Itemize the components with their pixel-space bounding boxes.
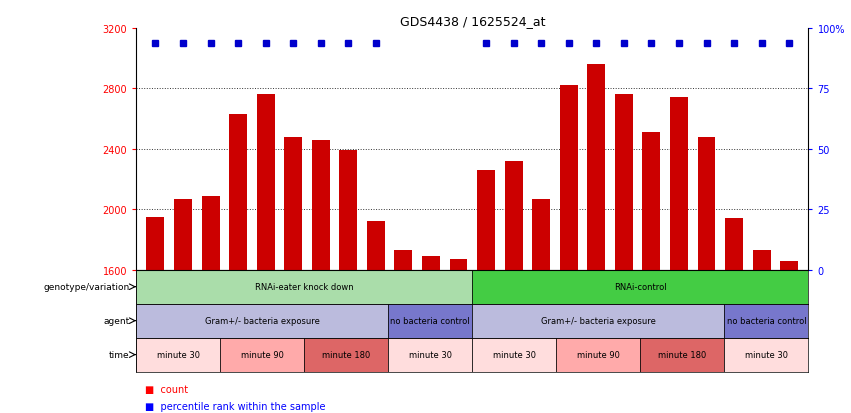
Text: RNAi-eater knock down: RNAi-eater knock down — [255, 282, 353, 292]
Bar — [449, 259, 467, 413]
Text: RNAi-control: RNAi-control — [614, 282, 666, 292]
Bar — [136, 338, 220, 372]
Bar — [136, 304, 388, 338]
Text: minute 180: minute 180 — [659, 350, 706, 359]
Bar — [698, 138, 716, 413]
Bar — [257, 95, 275, 413]
Bar — [724, 338, 808, 372]
Bar — [477, 171, 495, 413]
Bar — [340, 151, 357, 413]
Bar — [587, 65, 605, 413]
Bar — [752, 251, 770, 413]
Text: Gram+/- bacteria exposure: Gram+/- bacteria exposure — [205, 316, 320, 325]
Text: Gram+/- bacteria exposure: Gram+/- bacteria exposure — [541, 316, 656, 325]
Text: no bacteria control: no bacteria control — [727, 316, 806, 325]
Text: minute 30: minute 30 — [408, 350, 452, 359]
Bar — [388, 304, 472, 338]
Text: time: time — [109, 350, 129, 359]
Bar — [505, 161, 523, 413]
Text: minute 30: minute 30 — [157, 350, 200, 359]
Bar — [725, 219, 743, 413]
Text: minute 180: minute 180 — [323, 350, 370, 359]
Bar — [615, 95, 633, 413]
Bar — [724, 304, 808, 338]
Text: minute 30: minute 30 — [493, 350, 536, 359]
Title: GDS4438 / 1625524_at: GDS4438 / 1625524_at — [400, 15, 545, 28]
Bar — [422, 256, 440, 413]
Bar — [780, 261, 798, 413]
Bar — [367, 222, 385, 413]
Text: minute 30: minute 30 — [745, 350, 788, 359]
Bar — [220, 338, 304, 372]
Text: genotype/variation: genotype/variation — [43, 282, 129, 292]
Bar — [560, 86, 578, 413]
Bar — [472, 338, 557, 372]
Bar — [304, 338, 388, 372]
Text: minute 90: minute 90 — [241, 350, 283, 359]
Bar — [472, 304, 724, 338]
Bar — [640, 338, 724, 372]
Bar — [202, 196, 220, 413]
Text: no bacteria control: no bacteria control — [391, 316, 470, 325]
Bar — [136, 270, 472, 304]
Bar — [395, 251, 413, 413]
Text: ■  percentile rank within the sample: ■ percentile rank within the sample — [145, 401, 325, 411]
Bar — [146, 217, 164, 413]
Text: minute 90: minute 90 — [577, 350, 620, 359]
Bar — [557, 338, 640, 372]
Bar — [174, 199, 192, 413]
Bar — [532, 199, 550, 413]
Bar — [229, 115, 247, 413]
Bar — [670, 98, 688, 413]
Bar — [643, 133, 660, 413]
Bar — [388, 338, 472, 372]
Bar — [284, 138, 302, 413]
Bar — [311, 140, 329, 413]
Text: agent: agent — [103, 316, 129, 325]
Text: ■  count: ■ count — [145, 384, 188, 394]
Bar — [472, 270, 808, 304]
